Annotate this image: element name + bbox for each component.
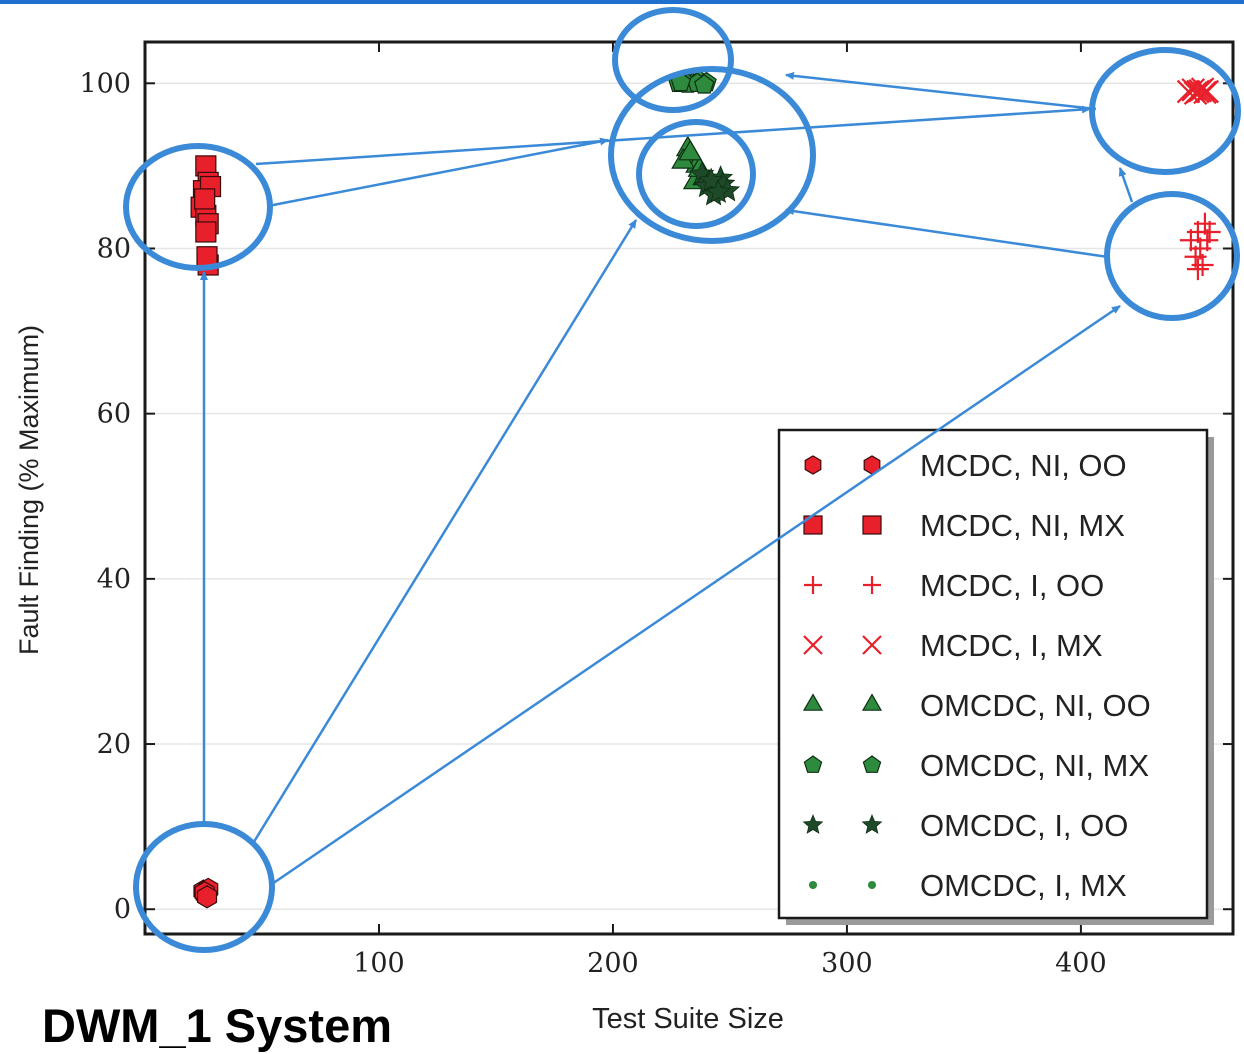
- x-tick-label: 200: [587, 948, 639, 979]
- arrow: [267, 137, 609, 208]
- legend-label: MCDC, I, OO: [920, 568, 1104, 603]
- arrow: [255, 105, 1091, 166]
- legend-marker: [861, 693, 883, 711]
- arrow: [250, 219, 638, 846]
- circle-omcdc-oo: [636, 119, 756, 229]
- y-tick-label: 0: [114, 894, 131, 925]
- x-tick-label: 400: [1055, 948, 1107, 979]
- legend-label: OMCDC, I, OO: [920, 808, 1128, 843]
- y-tick-label: 100: [79, 68, 131, 99]
- data-point: [1191, 254, 1214, 276]
- x-tick-label: 300: [821, 948, 873, 979]
- legend-marker: [804, 455, 822, 475]
- arrow: [271, 304, 1121, 886]
- circle-green-group: [608, 66, 816, 244]
- x-axis-label: Test Suite Size: [592, 1003, 784, 1035]
- legend-marker: [804, 576, 822, 594]
- legend-label: MCDC, NI, OO: [920, 448, 1127, 483]
- x-tick-label: 100: [353, 948, 405, 979]
- y-tick-label: 20: [97, 729, 131, 760]
- legend-marker: [861, 814, 883, 834]
- data-point: [1188, 78, 1213, 103]
- data-point: [195, 221, 217, 243]
- legend-box: [777, 428, 1209, 920]
- legend-marker: [808, 880, 818, 890]
- y-tick-label: 40: [97, 564, 131, 595]
- y-tick-label: 60: [97, 399, 131, 430]
- top-rule: [0, 0, 1244, 4]
- data-point: [196, 885, 218, 909]
- data-point: [678, 139, 703, 161]
- legend-label: MCDC, I, MX: [920, 628, 1103, 663]
- circle-mcdc-ni-mx: [123, 143, 273, 271]
- legend-label: OMCDC, I, MX: [920, 868, 1127, 903]
- data-point: [1183, 81, 1208, 105]
- legend-marker: [862, 635, 882, 655]
- legend-marker: [862, 515, 882, 535]
- y-axis-label: Fault Finding (% Maximum): [14, 325, 44, 655]
- axis-ticks: 0 20 40 60 80 100 100 200 300 400: [79, 42, 1233, 979]
- data-point: [1193, 80, 1217, 105]
- data-point: [693, 74, 715, 94]
- data-point: [705, 179, 731, 203]
- data-point: [1186, 258, 1209, 281]
- legend-marker: [863, 576, 881, 594]
- circle-mcdc-i-mx: [1089, 47, 1241, 175]
- data-point: [1196, 229, 1219, 252]
- y-tick-label: 80: [97, 233, 131, 264]
- circle-omcdc-ni-mx: [612, 7, 734, 113]
- data-points: [190, 70, 1221, 909]
- legend-marker: [803, 635, 823, 655]
- annotation-arrows: [200, 71, 1134, 886]
- legend-label: OMCDC, NI, MX: [920, 748, 1149, 783]
- legend-marker: [802, 814, 824, 834]
- legend-label: OMCDC, NI, OO: [920, 688, 1151, 723]
- legend-marker: [867, 880, 877, 890]
- legend-marker: [803, 755, 823, 773]
- annotation-overlay: [123, 7, 1241, 953]
- legend-marker: [862, 755, 882, 773]
- legend-label: MCDC, NI, MX: [920, 508, 1125, 543]
- data-point: [194, 188, 216, 210]
- system-caption: DWM_1 System: [42, 999, 392, 1052]
- legend: MCDC, NI, OO MCDC, NI, MX MCDC, I, OO MCDC,…: [777, 428, 1214, 925]
- legend-marker: [802, 693, 824, 711]
- arrow: [785, 71, 1097, 111]
- arrow: [785, 207, 1109, 259]
- arrow: [1118, 167, 1134, 203]
